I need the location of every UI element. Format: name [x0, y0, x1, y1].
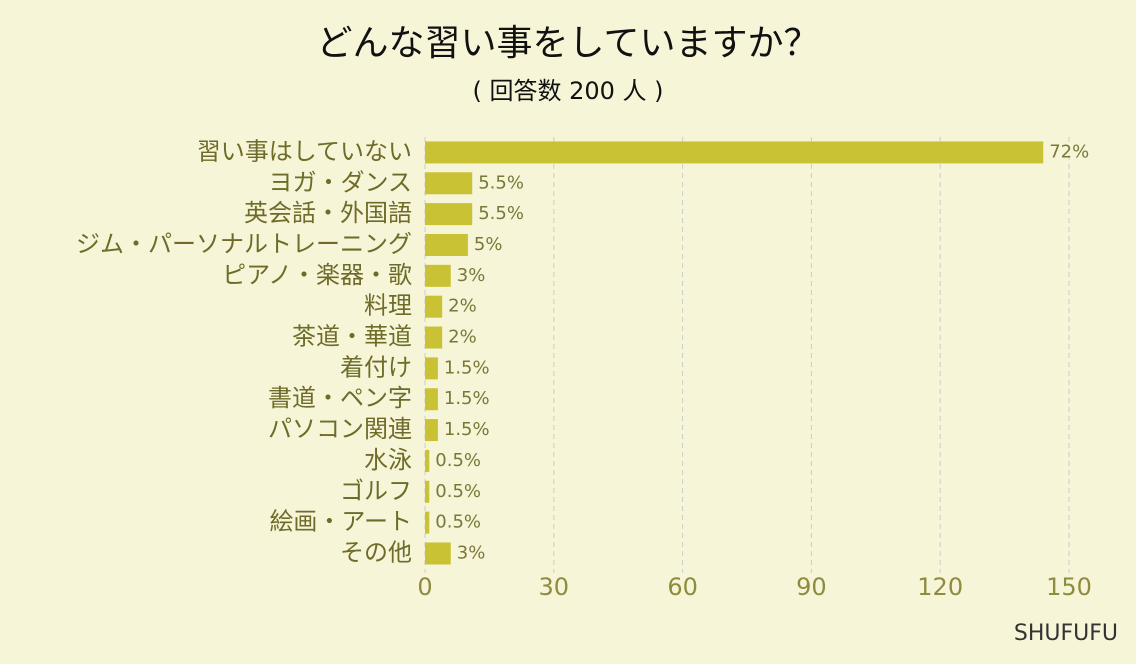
- value-label: 2%: [448, 327, 477, 348]
- y-tick-label: 習い事はしていない: [197, 137, 412, 165]
- y-tick-label: 絵画・アート: [269, 508, 412, 536]
- bar: [425, 511, 430, 534]
- bar: [425, 233, 468, 256]
- value-label: 0.5%: [435, 481, 481, 502]
- y-tick-label: 水泳: [364, 446, 412, 474]
- bar: [425, 295, 443, 318]
- bar: [425, 357, 438, 380]
- bar: [425, 203, 473, 226]
- x-tick-label: 30: [539, 573, 570, 601]
- value-label: 3%: [457, 542, 486, 563]
- x-tick-label: 60: [667, 573, 698, 601]
- y-tick-label: 着付け: [340, 353, 412, 381]
- value-label: 72%: [1049, 141, 1089, 162]
- y-tick-label: ゴルフ: [340, 477, 412, 505]
- y-tick-label: ピアノ・楽器・歌: [222, 261, 412, 289]
- y-tick-label: パソコン関連: [268, 415, 412, 443]
- chart-subtitle: ( 回答数 200 人 ): [472, 77, 663, 105]
- value-label: 0.5%: [435, 512, 481, 533]
- watermark: SHUFUFU: [1014, 621, 1118, 646]
- y-tick-label: 料理: [364, 292, 412, 320]
- value-label: 3%: [457, 265, 486, 286]
- value-label: 5%: [474, 234, 503, 255]
- value-label: 1.5%: [444, 419, 490, 440]
- bar: [425, 388, 438, 411]
- bar: [425, 419, 438, 442]
- chart-title: どんな習い事をしていますか？: [317, 23, 820, 64]
- bar: [425, 326, 443, 349]
- y-tick-label: その他: [340, 538, 412, 566]
- x-tick-label: 120: [917, 573, 963, 601]
- bar: [425, 449, 430, 472]
- y-tick-label: 書道・ペン字: [268, 384, 412, 412]
- value-label: 2%: [448, 296, 477, 317]
- value-label: 5.5%: [478, 203, 524, 224]
- bar: [425, 141, 1044, 164]
- value-label: 1.5%: [444, 388, 490, 409]
- bar: [425, 264, 451, 287]
- x-tick-label: 0: [417, 573, 432, 601]
- y-tick-label: ジム・パーソナルトレーニング: [76, 230, 412, 258]
- value-label: 1.5%: [444, 357, 490, 378]
- x-tick-label: 90: [796, 573, 827, 601]
- value-label: 5.5%: [478, 172, 524, 193]
- value-label: 0.5%: [435, 450, 481, 471]
- bar: [425, 542, 451, 565]
- bar: [425, 172, 473, 195]
- y-tick-label: ヨガ・ダンス: [268, 168, 412, 196]
- x-tick-label: 150: [1046, 573, 1092, 601]
- y-tick-label: 英会話・外国語: [244, 199, 412, 227]
- y-tick-label: 茶道・華道: [292, 323, 412, 351]
- bar: [425, 480, 430, 503]
